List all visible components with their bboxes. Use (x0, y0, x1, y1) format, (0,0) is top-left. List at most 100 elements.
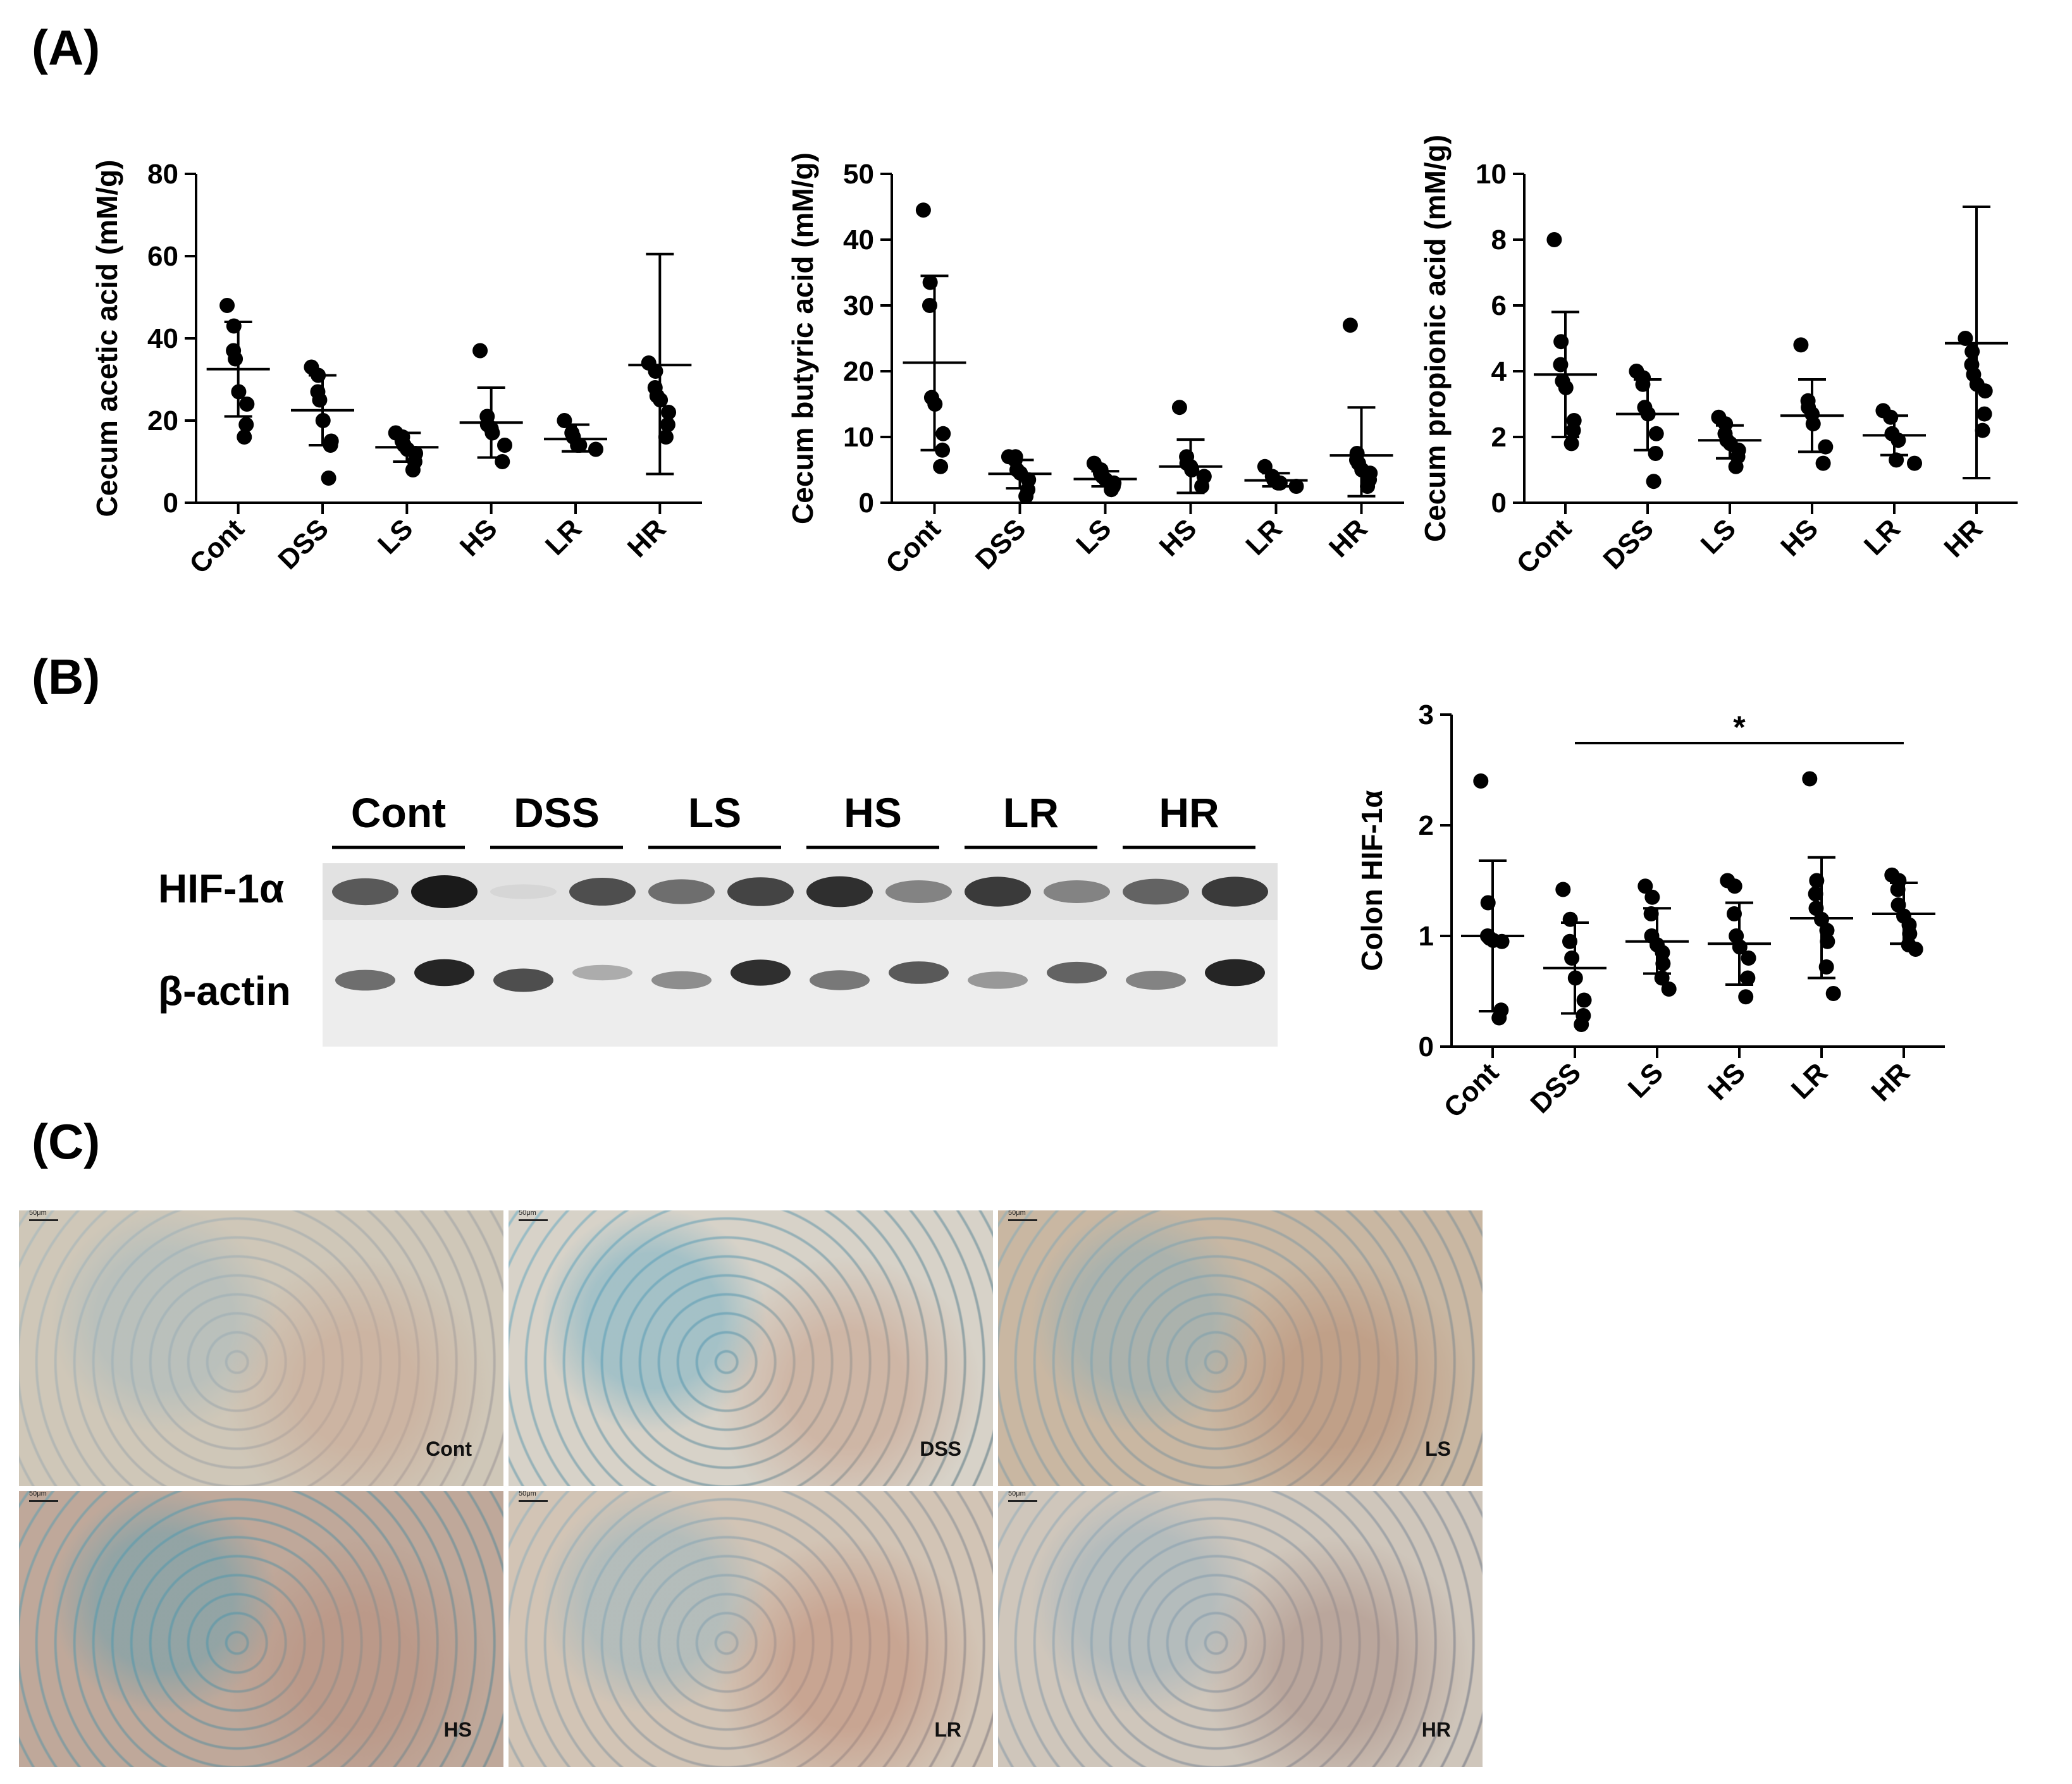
x-tick-label: HR (1323, 513, 1374, 563)
data-point (238, 417, 254, 433)
micrograph-lr: 50μm LR (507, 1490, 994, 1768)
data-point (1975, 422, 1990, 438)
data-point (1802, 771, 1818, 787)
y-tick-label: 50 (843, 159, 874, 190)
blot-band-hif (411, 875, 478, 908)
blot-band-actin (572, 964, 632, 981)
data-point (1738, 989, 1754, 1005)
x-tick-label: LR (1240, 513, 1288, 561)
x-tick-label: LS (1695, 513, 1742, 560)
data-point (1825, 986, 1841, 1001)
y-tick-label: 2 (1419, 810, 1434, 841)
western-blot: HIF-1α β-actin Cont DSS LS HS LR HR (158, 784, 1284, 1050)
data-point (1018, 488, 1034, 504)
panel-label-b: (B) (32, 649, 101, 704)
data-point (1194, 479, 1210, 494)
y-tick-label: 0 (1419, 1031, 1434, 1062)
micrograph-dss: 50μm DSS (507, 1209, 994, 1487)
data-point (1574, 1017, 1589, 1032)
data-point (588, 441, 603, 457)
data-point (1727, 878, 1742, 894)
scale-bar-label: 50μm (1008, 1490, 1026, 1498)
data-point (1902, 926, 1918, 942)
y-tick-label: 2 (1491, 422, 1507, 453)
micrograph-hs: 50μm HS (18, 1490, 505, 1768)
y-tick-label: 8 (1491, 225, 1507, 255)
data-point (658, 429, 674, 445)
data-point (1562, 933, 1577, 949)
data-point (933, 458, 949, 474)
y-axis-label: Cecum butyric acid (mM/g) (786, 152, 819, 524)
blot-row-label-actin: β-actin (158, 968, 291, 1014)
blot-band-actin (968, 971, 1028, 989)
data-point (1728, 458, 1744, 474)
blot-band-actin (493, 968, 553, 992)
blot-band-actin (651, 971, 712, 990)
y-tick-label: 0 (859, 488, 874, 519)
blot-group-label: HR (1159, 789, 1219, 836)
micrograph-label: Cont (426, 1437, 472, 1460)
blot-band-actin (889, 961, 949, 984)
blot-band-actin (335, 969, 395, 991)
chart-propionic-acid: 0 2 4 6 8 10 Cecum propionic acid (mM/g) Cont DS… (1419, 135, 2018, 580)
micrograph-cont: 50μm Cont (18, 1209, 505, 1487)
blot-band-actin (1047, 961, 1107, 984)
x-tick-label: HR (1865, 1057, 1916, 1107)
blot-group-label: LR (1003, 789, 1059, 836)
data-point (1808, 886, 1823, 902)
x-tick-label: DSS (1524, 1057, 1587, 1119)
panel-label-c: (C) (32, 1114, 101, 1169)
micrograph-label: LR (934, 1718, 961, 1741)
y-axis-label: Cecum propionic acid (mM/g) (1419, 135, 1452, 542)
x-tick-label: HS (454, 513, 503, 562)
y-tick-label: 6 (1491, 290, 1507, 321)
data-point (1726, 906, 1742, 921)
y-tick-label: 20 (147, 405, 178, 436)
data-point (915, 202, 931, 218)
y-tick-label: 10 (843, 422, 874, 453)
data-point (497, 438, 512, 453)
data-point (1360, 479, 1376, 494)
x-tick-label: Cont (1438, 1057, 1505, 1124)
micrograph-label: LS (1425, 1437, 1451, 1460)
data-point (1644, 889, 1660, 905)
x-tick-label: LS (1070, 513, 1117, 560)
blot-group-label: Cont (351, 789, 446, 836)
data-point (1741, 950, 1756, 966)
data-point (228, 351, 244, 367)
data-point (1546, 232, 1562, 247)
blot-band-hif (965, 877, 1031, 907)
y-axis-label: Cecum acetic acid (mM/g) (90, 160, 123, 517)
scale-bar-label: 50μm (519, 1490, 536, 1498)
data-point (1815, 455, 1831, 471)
data-point (312, 392, 328, 408)
data-point (239, 397, 255, 412)
scale-bar (1008, 1219, 1037, 1221)
data-point (1740, 970, 1756, 986)
x-tick-label: Cont (183, 513, 250, 580)
blot-group-label: DSS (514, 789, 600, 836)
data-point (661, 405, 677, 420)
x-tick-label: Cont (1511, 513, 1578, 580)
scale-bar-label: 50μm (29, 1490, 47, 1498)
data-point (237, 429, 252, 445)
data-point (1563, 436, 1579, 452)
data-point (1908, 942, 1923, 957)
blot-image: Cont DSS LS HS LR HR (323, 789, 1278, 1047)
blot-group-label: HS (844, 789, 902, 836)
data-point (1820, 933, 1835, 949)
data-point (1555, 882, 1571, 897)
data-point (1655, 956, 1671, 971)
data-point (1643, 906, 1659, 921)
data-point (1342, 317, 1358, 333)
data-point (1637, 878, 1653, 894)
blot-membrane-actin (323, 920, 1278, 1047)
blot-band-hif (648, 879, 715, 904)
y-tick-label: 0 (1491, 488, 1507, 519)
blot-group-label: LS (688, 789, 741, 836)
data-point (472, 343, 488, 359)
y-tick-label: 20 (843, 356, 874, 387)
scale-bar-label: 50μm (519, 1209, 536, 1217)
blot-band-actin (1126, 971, 1186, 990)
